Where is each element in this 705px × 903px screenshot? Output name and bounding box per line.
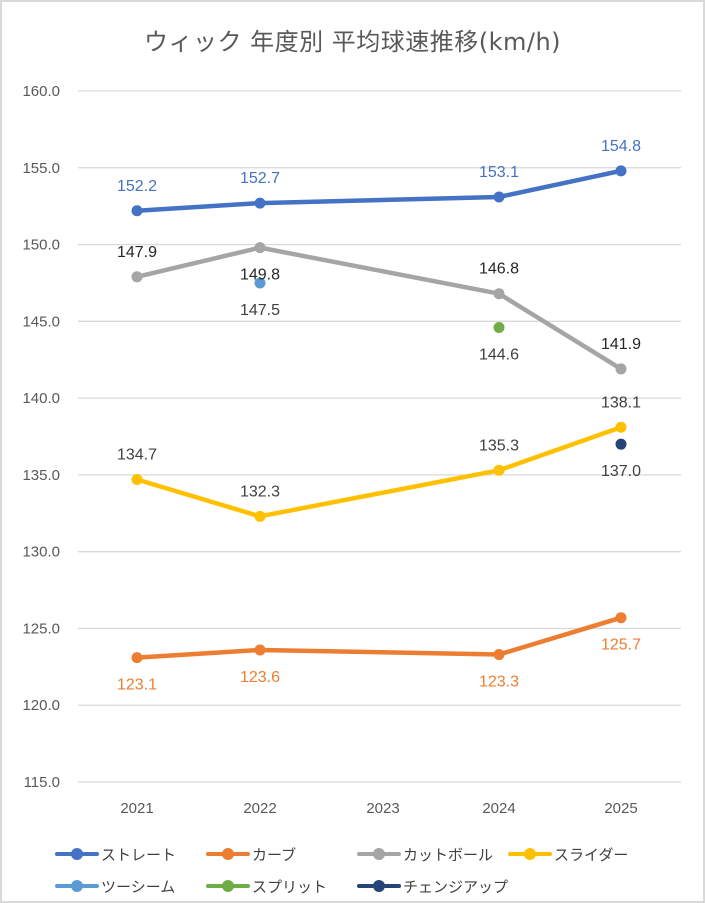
- legend-row: ストレート カーブ カットボール スライダー: [55, 838, 675, 870]
- legend-item: ツーシーム: [55, 876, 206, 897]
- data-point: [615, 421, 627, 433]
- data-label: 154.8: [601, 138, 641, 155]
- x-tick-label: 2022: [243, 800, 276, 817]
- data-label: 138.1: [601, 394, 641, 411]
- data-point: [254, 197, 266, 209]
- legend-item: チェンジアップ: [357, 876, 508, 897]
- x-tick-label: 2021: [120, 800, 153, 817]
- data-point: [254, 277, 266, 289]
- y-tick-label: 150.0: [22, 237, 60, 254]
- data-label: 134.7: [117, 446, 157, 463]
- y-tick-label: 115.0: [24, 774, 60, 791]
- y-axis-ticks: 115.0 120.0 125.0 130.0 135.0 140.0 145.0 150.0…: [22, 83, 60, 791]
- legend-marker-icon: [55, 847, 99, 861]
- series-line: [134, 425, 624, 519]
- legend-label: カーブ: [252, 845, 297, 864]
- data-label: 137.0: [601, 463, 641, 480]
- legend-marker-icon: [357, 879, 401, 893]
- y-tick-label: 120.0: [22, 697, 60, 714]
- legend-item: カーブ: [206, 844, 357, 865]
- data-label: 152.7: [240, 170, 280, 187]
- data-labels: 152.2 152.7 153.1 154.8 123.1 123.6 123.3 125.7…: [117, 138, 641, 694]
- x-tick-label: 2023: [366, 800, 399, 817]
- data-point: [493, 464, 505, 476]
- data-label: 147.5: [240, 302, 280, 319]
- data-label: 152.2: [117, 178, 157, 195]
- data-point: [131, 652, 143, 664]
- data-point: [493, 321, 505, 333]
- data-point: [615, 438, 627, 450]
- data-point: [131, 473, 143, 485]
- data-point: [131, 205, 143, 217]
- legend-label: スライダー: [554, 845, 629, 864]
- data-label: 149.8: [240, 267, 280, 284]
- y-tick-label: 125.0: [22, 620, 60, 637]
- y-tick-label: 140.0: [22, 390, 60, 407]
- data-label: 144.6: [479, 346, 519, 363]
- legend: ストレート カーブ カットボール スライダー ツーシーム スプリット チェンジアップ: [55, 838, 675, 902]
- legend-marker-icon: [508, 847, 552, 861]
- data-label: 123.6: [240, 669, 280, 686]
- data-label: 153.1: [479, 164, 519, 181]
- legend-row: ツーシーム スプリット チェンジアップ: [55, 870, 675, 902]
- data-label: 123.3: [479, 674, 519, 691]
- series-line: [134, 615, 624, 660]
- x-tick-label: 2025: [604, 800, 637, 817]
- series-line: [134, 245, 624, 372]
- data-point: [254, 242, 266, 254]
- y-tick-label: 155.0: [22, 160, 60, 177]
- y-tick-label: 160.0: [22, 83, 60, 100]
- data-point: [615, 612, 627, 624]
- data-point: [615, 363, 627, 375]
- x-tick-label: 2024: [482, 800, 515, 817]
- y-tick-label: 135.0: [22, 467, 60, 484]
- chart-title: ウィック 年度別 平均球速推移(km/h): [143, 28, 562, 56]
- legend-label: チェンジアップ: [403, 877, 509, 896]
- series-line: [134, 168, 624, 214]
- legend-item: スライダー: [508, 844, 659, 865]
- legend-item: カットボール: [357, 844, 508, 865]
- legend-label: スプリット: [252, 877, 328, 896]
- data-label: 135.3: [479, 437, 519, 454]
- y-tick-label: 145.0: [22, 313, 60, 330]
- legend-label: ストレート: [101, 845, 177, 864]
- legend-marker-icon: [206, 847, 250, 861]
- data-point: [493, 191, 505, 203]
- data-label: 132.3: [240, 483, 280, 500]
- data-label: 141.9: [601, 336, 641, 353]
- legend-marker-icon: [206, 879, 250, 893]
- data-label: 146.8: [479, 261, 519, 278]
- legend-label: ツーシーム: [101, 877, 176, 896]
- series-lines: [134, 168, 624, 660]
- y-tick-label: 130.0: [22, 544, 60, 561]
- data-label: 123.1: [117, 677, 157, 694]
- legend-item: ストレート: [55, 844, 206, 865]
- data-point: [254, 644, 266, 656]
- data-point: [131, 271, 143, 283]
- x-axis-ticks: 2021 2022 2023 2024 2025: [120, 800, 637, 817]
- legend-label: カットボール: [403, 845, 494, 864]
- data-label: 147.9: [117, 244, 157, 261]
- legend-marker-icon: [55, 879, 99, 893]
- data-point: [254, 510, 266, 522]
- data-point: [493, 288, 505, 300]
- data-label: 125.7: [601, 637, 641, 654]
- series-points: [131, 165, 627, 664]
- data-point: [615, 165, 627, 177]
- data-point: [493, 649, 505, 661]
- legend-item: スプリット: [206, 876, 357, 897]
- legend-marker-icon: [357, 847, 401, 861]
